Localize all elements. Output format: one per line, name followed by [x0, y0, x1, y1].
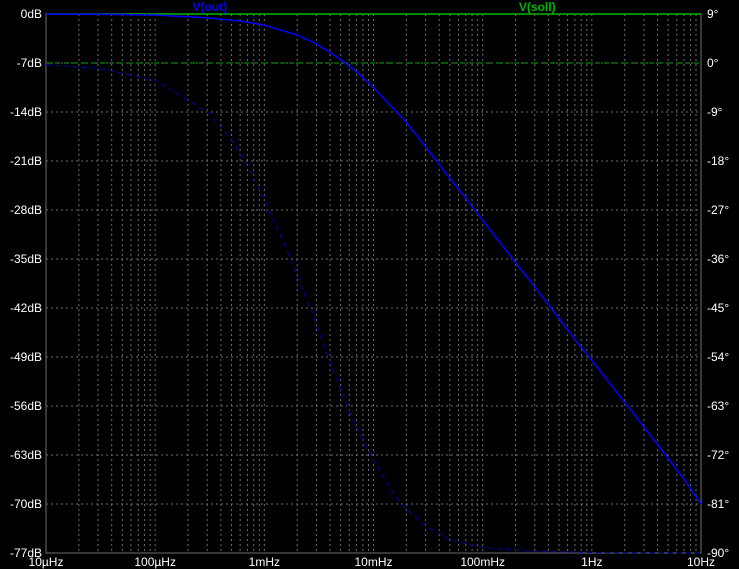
y-right-tick: -72°	[707, 448, 729, 462]
y-left-tick: -35dB	[10, 252, 42, 266]
x-tick: 100µHz	[134, 555, 176, 569]
x-tick: 10µHz	[29, 555, 64, 569]
y-left-tick: 0dB	[21, 7, 42, 21]
x-tick: 1mHz	[249, 555, 280, 569]
y-left-tick: -28dB	[10, 203, 42, 217]
y-right-tick: -81°	[707, 497, 729, 511]
y-right-tick: 0°	[707, 56, 718, 70]
y-right-tick: -36°	[707, 252, 729, 266]
y-left-tick: -42dB	[10, 301, 42, 315]
x-tick: 10mHz	[354, 555, 392, 569]
x-tick: 100mHz	[460, 555, 505, 569]
bode-plot	[0, 0, 739, 568]
y-left-tick: -49dB	[10, 350, 42, 364]
x-tick: 10Hz	[687, 555, 715, 569]
y-right-tick: -45°	[707, 301, 729, 315]
y-right-tick: -63°	[707, 399, 729, 413]
y-right-tick: -27°	[707, 203, 729, 217]
y-left-tick: -56dB	[10, 399, 42, 413]
trace-label-vsoll: V(soll)	[519, 0, 556, 14]
y-right-tick: -18°	[707, 154, 729, 168]
y-left-tick: -63dB	[10, 448, 42, 462]
y-left-tick: -14dB	[10, 105, 42, 119]
y-left-tick: -21dB	[10, 154, 42, 168]
x-tick: 1Hz	[581, 555, 602, 569]
y-left-tick: -70dB	[10, 497, 42, 511]
y-right-tick: 9°	[707, 7, 718, 21]
y-right-tick: -54°	[707, 350, 729, 364]
trace-label-vout: V(out)	[192, 0, 227, 14]
y-left-tick: -7dB	[17, 56, 42, 70]
y-right-tick: -9°	[707, 105, 722, 119]
